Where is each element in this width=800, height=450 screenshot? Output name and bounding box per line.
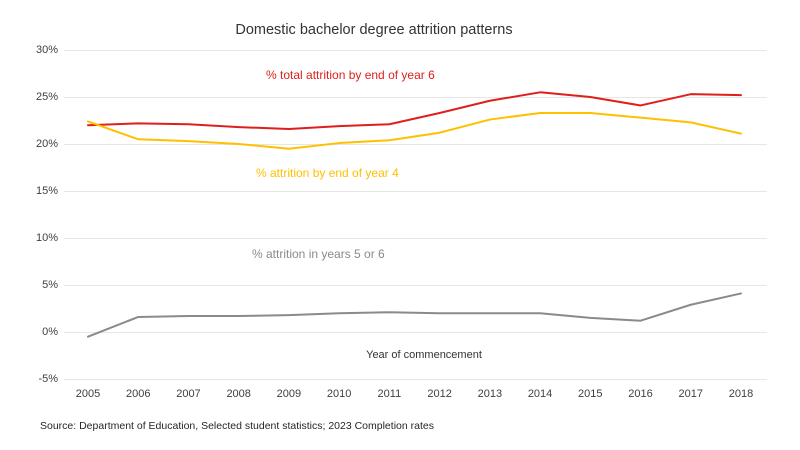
x-tick-label: 2005	[75, 388, 101, 400]
x-tick-label: 2015	[578, 388, 603, 400]
series-label-attrition-year4: % attrition by end of year 4	[256, 166, 399, 180]
x-tick-label: 2017	[678, 388, 703, 400]
y-tick-label: 15%	[35, 185, 58, 197]
y-tick-label: 10%	[35, 232, 58, 244]
series-line	[87, 292, 742, 338]
series-label-attrition-years-5-6: % attrition in years 5 or 6	[252, 247, 385, 261]
x-tick-label: 2011	[377, 388, 402, 400]
y-tick-label: 0%	[42, 326, 58, 338]
x-tick-label: 2013	[477, 388, 503, 400]
y-tick-label: -5%	[38, 373, 58, 385]
series-line	[87, 111, 742, 150]
x-tick-label: 2012	[427, 388, 452, 400]
x-tick-label: 2010	[326, 388, 352, 400]
y-tick-label: 30%	[35, 44, 58, 56]
x-tick-label: 2008	[226, 388, 251, 400]
y-tick-label: 20%	[35, 138, 58, 150]
y-tick-label: 5%	[42, 279, 58, 291]
x-tick-label: 2006	[125, 388, 151, 400]
x-tick-label: 2018	[728, 388, 754, 400]
x-tick-label: 2007	[176, 388, 201, 400]
x-tick-label: 2016	[628, 388, 653, 400]
source-note: Source: Department of Education, Selecte…	[40, 420, 434, 432]
x-tick-label: 2014	[527, 388, 553, 400]
y-tick-label: 25%	[35, 91, 58, 103]
x-tick-label: 2009	[276, 388, 302, 400]
x-axis-title: Year of commencement	[366, 349, 482, 361]
chart-title: Domestic bachelor degree attrition patte…	[235, 22, 513, 38]
series-label-total-attrition-year6: % total attrition by end of year 6	[266, 68, 435, 82]
series-line	[87, 91, 742, 130]
